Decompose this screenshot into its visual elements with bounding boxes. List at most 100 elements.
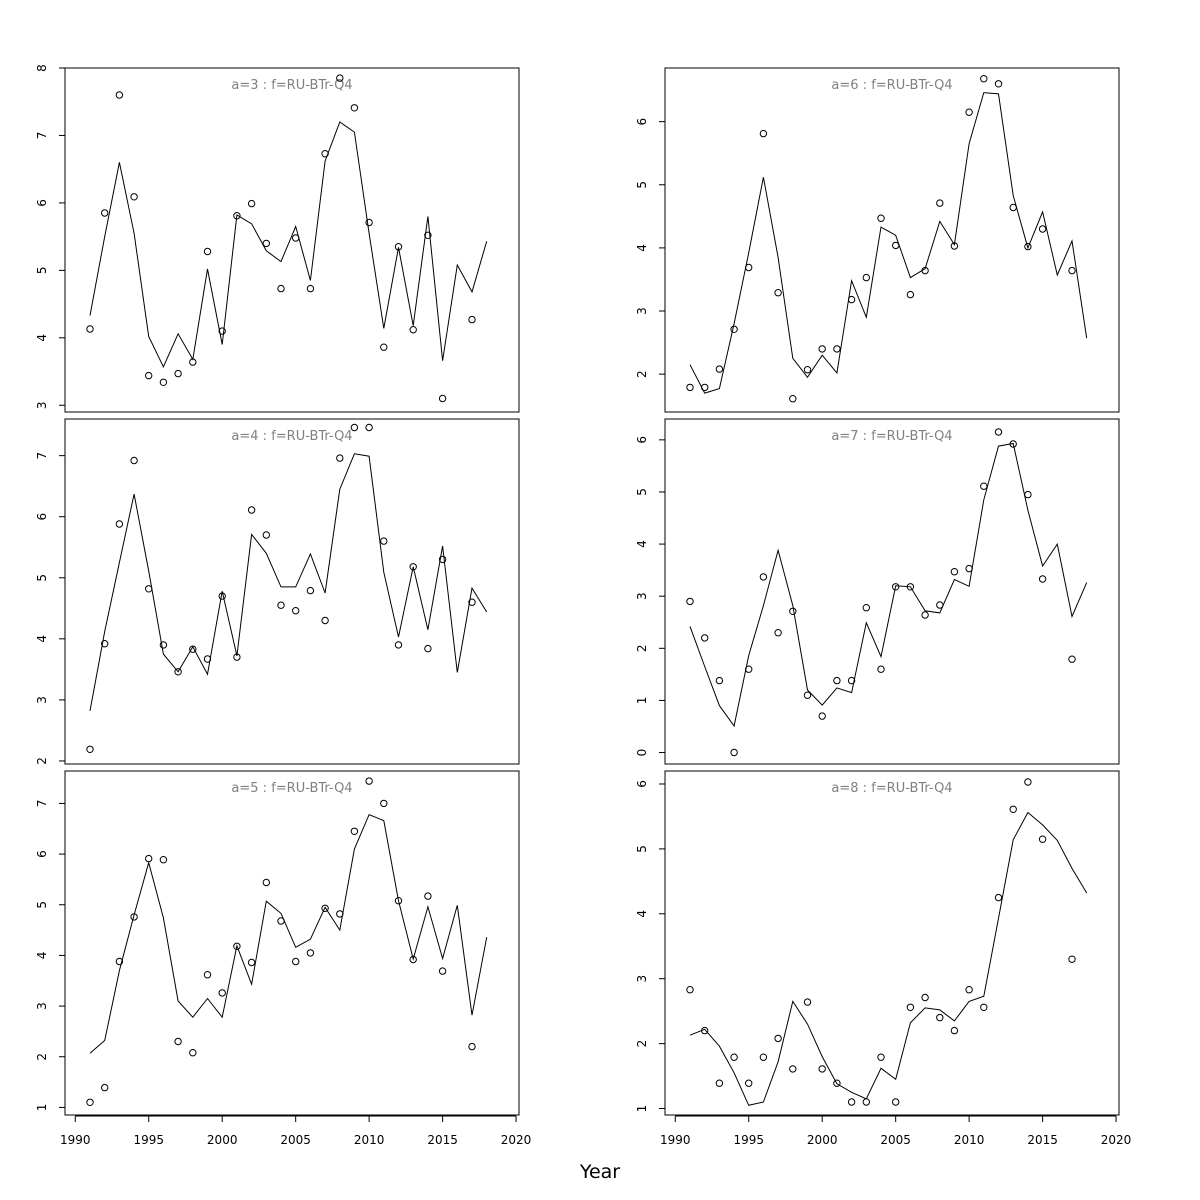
observed-point <box>424 644 432 653</box>
panel-title: a=6 : f=RU-BTr-Q4 <box>831 78 952 93</box>
observed-point <box>965 986 973 994</box>
observed-point <box>380 537 388 545</box>
y-tick-label: 6 <box>35 199 49 207</box>
observed-point <box>145 371 153 380</box>
observed-point <box>262 531 270 539</box>
observed-point <box>159 856 168 864</box>
observed-point <box>921 266 929 275</box>
observed-point <box>145 585 153 593</box>
panel-5: a=5 : f=RU-BTr-Q4 1 2 3 4 5 6 7 <box>35 770 520 1116</box>
y-tick-label: 6 <box>635 780 649 788</box>
observed-point <box>438 555 447 564</box>
observed-point <box>950 1026 959 1035</box>
observed-point <box>745 1079 753 1087</box>
x-tick-label: 1995 <box>133 1133 164 1147</box>
observed-point <box>862 273 870 282</box>
observed-point <box>1009 440 1017 448</box>
y-tick-label: 6 <box>635 436 649 444</box>
y-tick-label: 1 <box>635 1105 649 1113</box>
observed-point <box>306 586 315 595</box>
y-tick-label: 1 <box>635 697 649 705</box>
panel-2: a=6 : f=RU-BTr-Q4 2 3 4 5 6 <box>635 67 1120 413</box>
observed-point <box>936 199 944 207</box>
observed-point <box>336 454 344 462</box>
fitted-series-line <box>89 121 488 368</box>
panel-frame <box>664 418 1120 765</box>
panel-title: a=4 : f=RU-BTr-Q4 <box>231 429 352 444</box>
fitted-series-line <box>89 813 488 1054</box>
observed-point <box>218 327 226 335</box>
y-tick-label: 2 <box>35 757 49 765</box>
observed-point <box>906 290 915 299</box>
observed-point <box>803 998 812 1006</box>
observed-point <box>247 506 256 514</box>
observed-point <box>321 904 329 912</box>
panel-3: a=4 : f=RU-BTr-Q4 2 3 4 5 6 7 <box>35 418 520 765</box>
observed-point <box>1068 955 1076 963</box>
observed-point <box>130 456 138 465</box>
y-tick-label: 5 <box>35 901 49 909</box>
x-tick-label: 2005 <box>280 1133 311 1147</box>
observed-point <box>174 1037 182 1046</box>
y-tick-label: 3 <box>35 1002 49 1010</box>
observed-point <box>862 1098 870 1106</box>
panel-title: a=7 : f=RU-BTr-Q4 <box>831 429 952 444</box>
observed-point <box>189 358 197 366</box>
observed-point <box>892 241 900 250</box>
x-tick-label: 2020 <box>501 1133 532 1147</box>
panel-title: a=8 : f=RU-BTr-Q4 <box>831 781 952 796</box>
observed-point <box>921 611 929 619</box>
observed-point <box>233 942 241 950</box>
observed-point <box>233 653 241 661</box>
observed-point <box>686 383 694 392</box>
observed-point <box>468 315 476 324</box>
observed-point <box>833 1079 841 1087</box>
observed-point <box>86 1098 94 1107</box>
observed-point <box>365 777 373 785</box>
observed-point <box>174 369 182 378</box>
x-tick-label: 2010 <box>354 1133 385 1147</box>
x-tick-label: 2005 <box>880 1133 911 1147</box>
observed-point <box>336 910 344 918</box>
x-tick-label: 2015 <box>1027 1133 1058 1147</box>
observed-point <box>115 957 124 966</box>
observed-point <box>980 75 988 83</box>
observed-point <box>365 423 373 432</box>
x-axis-label: Year <box>579 1161 620 1183</box>
observed-point <box>994 80 1003 88</box>
observed-point <box>1024 490 1032 499</box>
observed-point <box>980 1003 988 1011</box>
observed-point <box>877 214 885 222</box>
observed-point <box>394 897 403 905</box>
x-axes-layer: 1990 1995 2000 2005 2010 2015 2020 1990 1995 2000… <box>60 1115 1131 1147</box>
observed-point <box>468 598 476 606</box>
observed-point <box>789 395 797 403</box>
observed-point <box>686 986 694 994</box>
observed-point <box>233 212 241 220</box>
observed-point <box>715 1079 724 1087</box>
x-tick-label: 2015 <box>427 1133 458 1147</box>
x-tick-label: 1990 <box>660 1133 691 1147</box>
y-tick-label: 4 <box>635 910 649 918</box>
observed-point <box>409 563 417 571</box>
y-tick-label: 2 <box>635 370 649 378</box>
x-tick-label: 2000 <box>207 1133 238 1147</box>
y-tick-label: 8 <box>35 64 49 72</box>
observed-point <box>468 1042 476 1051</box>
observed-point <box>130 913 138 921</box>
observed-point <box>818 1065 826 1073</box>
observed-point <box>730 748 738 757</box>
observed-point <box>86 745 94 753</box>
observed-point <box>906 583 915 591</box>
observed-point <box>833 345 841 353</box>
x-tick-label: 2000 <box>807 1133 838 1147</box>
observed-point <box>936 601 944 609</box>
observed-point <box>203 655 212 663</box>
observed-point <box>789 607 797 615</box>
observed-point <box>262 239 270 248</box>
y-tick-label: 3 <box>635 307 649 315</box>
observed-point <box>833 676 841 685</box>
observed-point <box>277 284 285 293</box>
observed-point <box>203 971 212 979</box>
